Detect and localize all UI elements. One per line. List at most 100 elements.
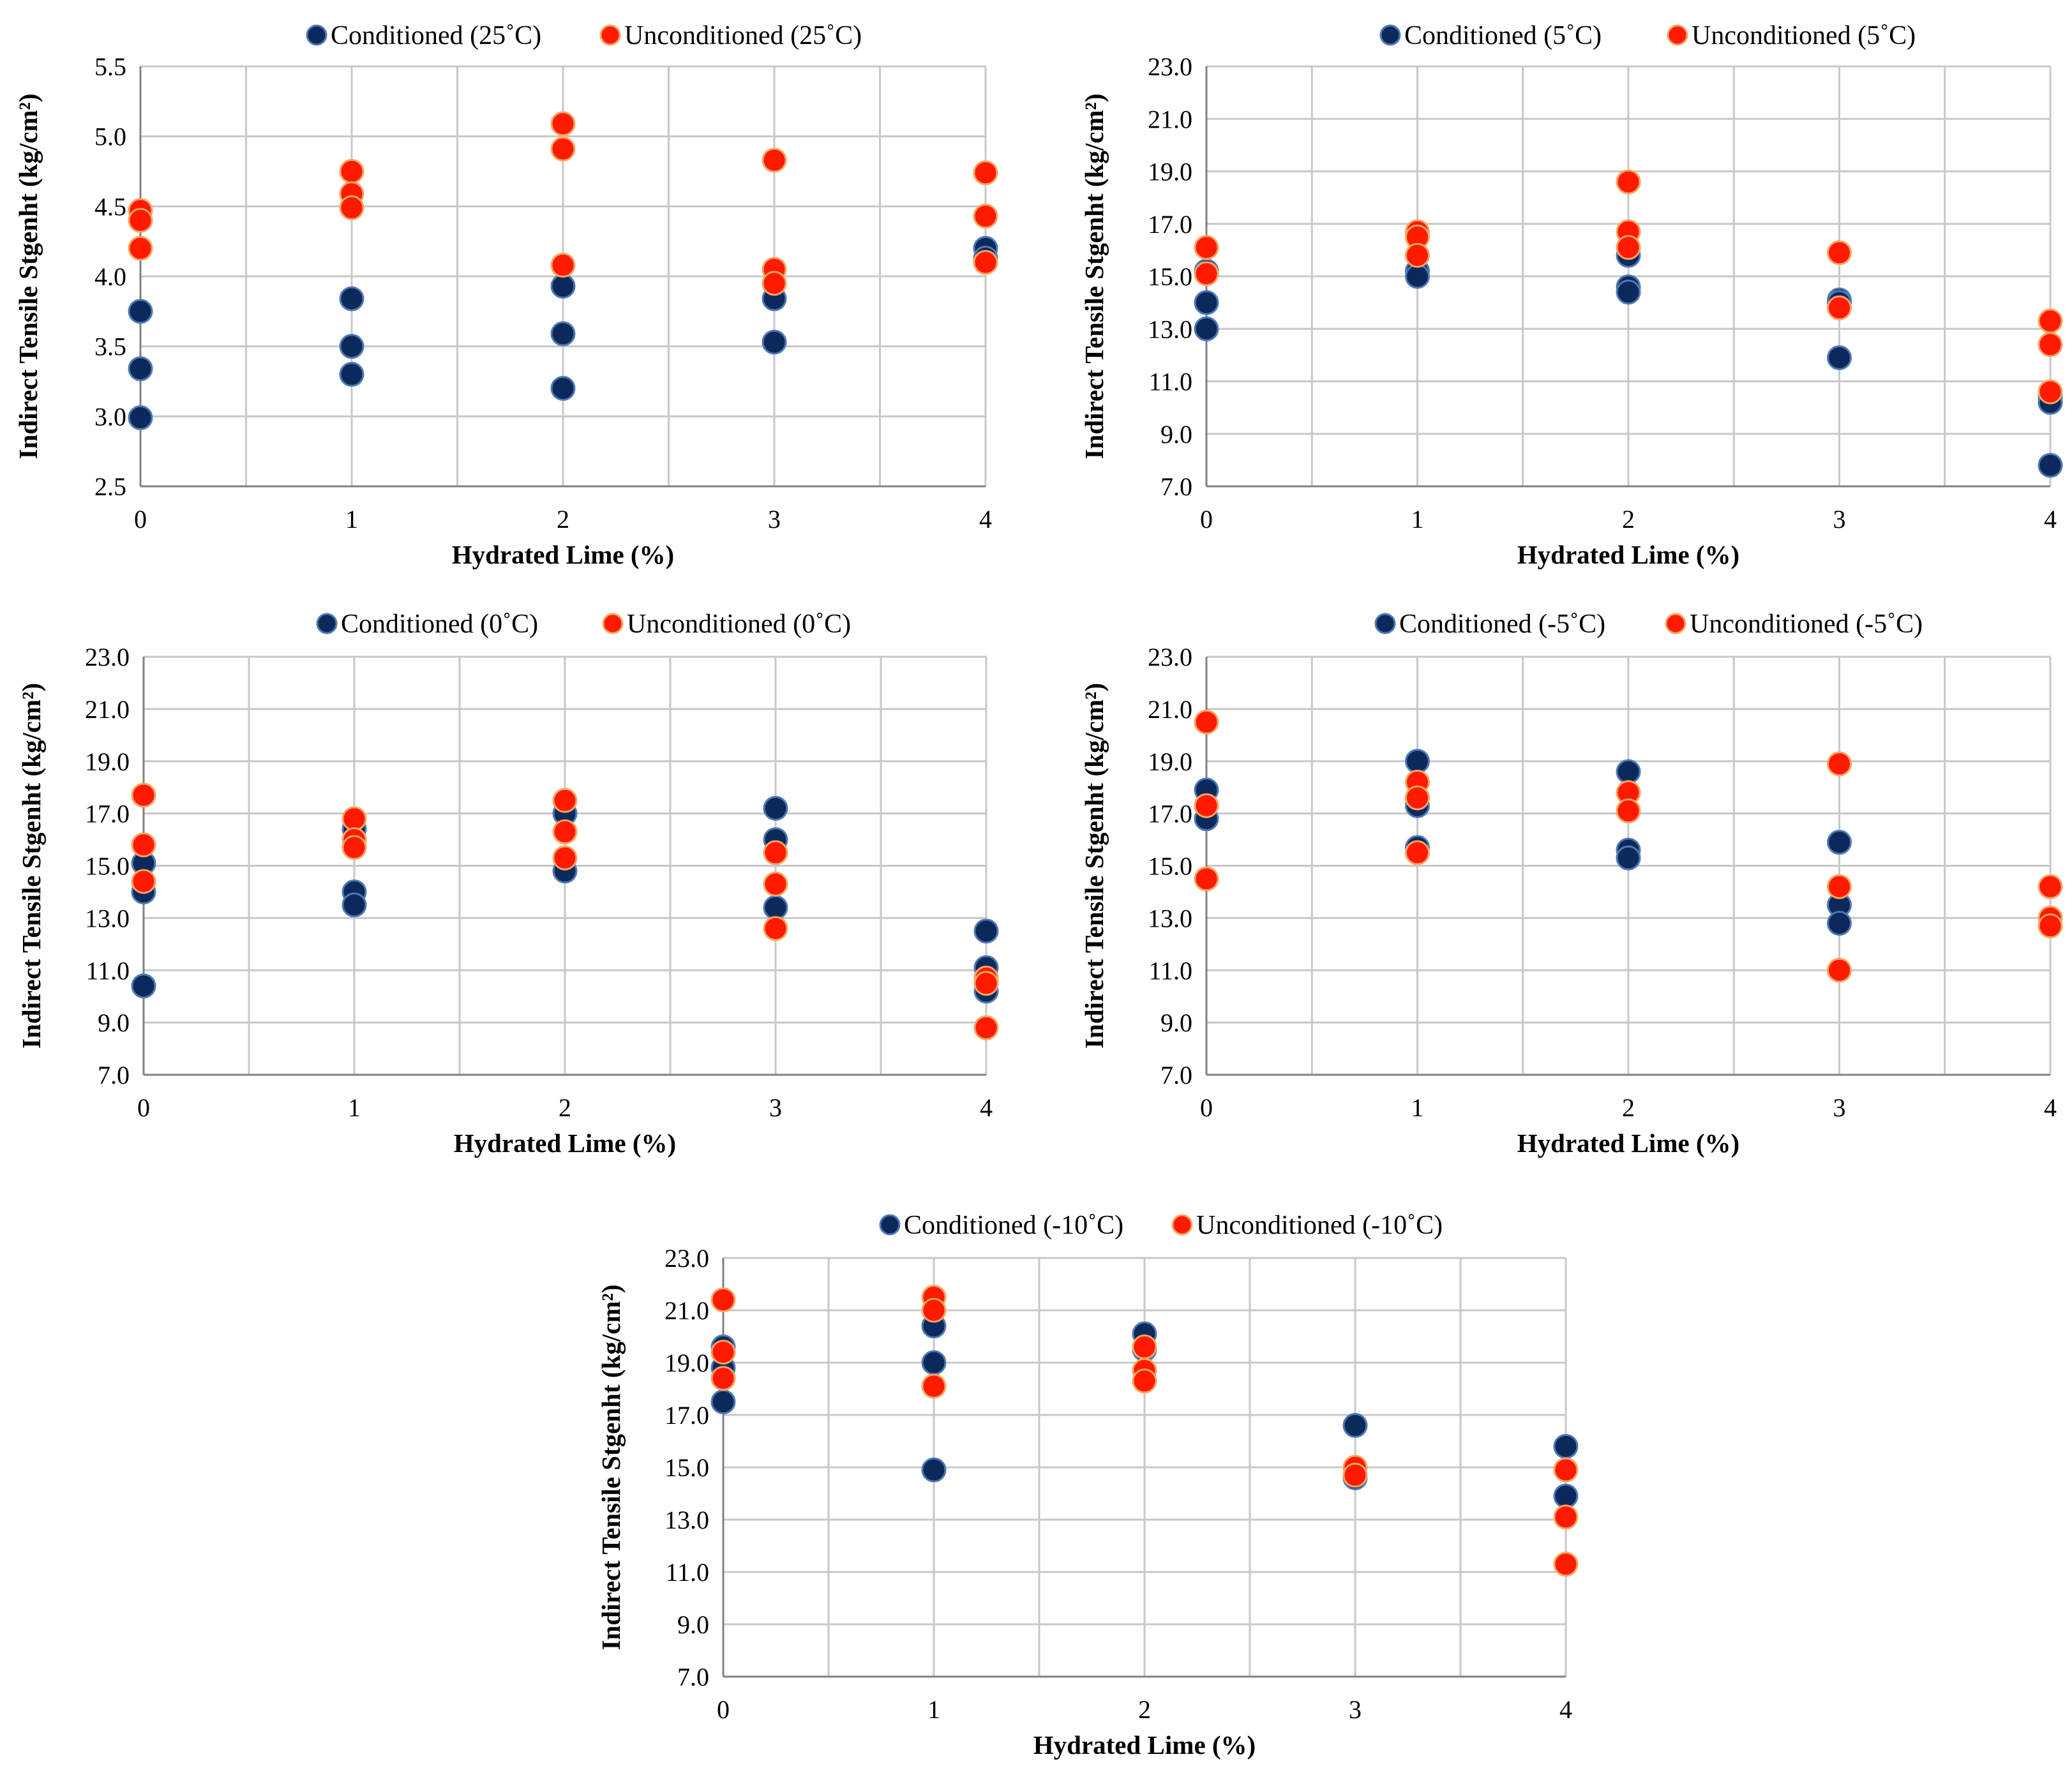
y-axis-title: Indirect Tensile Stgenht (kg/cm²) bbox=[17, 683, 46, 1049]
y-tick-label: 13.0 bbox=[664, 1506, 709, 1534]
chart-panel-5: 7.0 9.0 11.0 13.0 15.0 17.0 19.0 21.0 23.0 0 1 2 3 4 H… bbox=[596, 1211, 1579, 1760]
data-point-unconditioned bbox=[1827, 874, 1852, 899]
y-tick-label: 15.0 bbox=[1148, 262, 1192, 291]
data-point-unconditioned bbox=[131, 782, 156, 808]
y-tick-label: 15.0 bbox=[85, 852, 130, 881]
data-point-conditioned bbox=[710, 1389, 736, 1414]
data-point-unconditioned bbox=[1553, 1552, 1579, 1577]
x-axis-title: Hydrated Lime (%) bbox=[454, 1128, 676, 1158]
data-point-unconditioned bbox=[128, 207, 153, 233]
data-point-conditioned bbox=[128, 405, 153, 431]
legend-label-unconditioned: Unconditioned (-10˚C) bbox=[1196, 1211, 1443, 1240]
data-point-unconditioned bbox=[1616, 235, 1641, 260]
data-point-unconditioned bbox=[339, 159, 364, 184]
x-tick-label: 0 bbox=[137, 1093, 150, 1122]
data-point-unconditioned bbox=[342, 806, 367, 832]
data-point-unconditioned bbox=[1827, 240, 1852, 266]
data-point-conditioned bbox=[339, 286, 364, 311]
data-point-unconditioned bbox=[131, 869, 156, 894]
legend-marker-conditioned bbox=[879, 1214, 901, 1236]
x-tick-label: 0 bbox=[134, 505, 147, 534]
data-point-unconditioned bbox=[1194, 793, 1219, 818]
y-tick-label: 13.0 bbox=[85, 904, 130, 932]
legend-marker-conditioned bbox=[306, 24, 327, 46]
chart-panel-4: 7.0 9.0 11.0 13.0 15.0 17.0 19.0 21.0 23.0 0 1 2 3 4 H… bbox=[1079, 610, 2063, 1158]
data-point-unconditioned bbox=[763, 916, 788, 941]
x-tick-label: 1 bbox=[927, 1695, 940, 1724]
data-point-conditioned bbox=[763, 795, 788, 821]
y-tick-label: 11.0 bbox=[86, 956, 130, 985]
legend-marker-unconditioned bbox=[602, 613, 624, 634]
data-point-conditioned bbox=[128, 356, 153, 382]
data-point-unconditioned bbox=[2038, 379, 2063, 405]
y-tick-label: 19.0 bbox=[664, 1349, 709, 1377]
data-point-unconditioned bbox=[1342, 1462, 1368, 1488]
x-tick-label: 3 bbox=[1833, 505, 1846, 534]
data-point-unconditioned bbox=[550, 136, 576, 161]
y-tick-label: 7.0 bbox=[677, 1663, 709, 1691]
x-tick-label: 2 bbox=[1138, 1695, 1151, 1724]
data-point-unconditioned bbox=[762, 271, 787, 296]
y-tick-label: 23.0 bbox=[85, 643, 130, 671]
y-tick-label: 4.5 bbox=[94, 192, 126, 221]
data-point-conditioned bbox=[1194, 316, 1219, 341]
y-tick-label: 4.0 bbox=[94, 262, 126, 291]
legend-label-unconditioned: Unconditioned (5˚C) bbox=[1692, 21, 1916, 50]
y-tick-label: 7.0 bbox=[1160, 1061, 1192, 1089]
legend-label-unconditioned: Unconditioned (-5˚C) bbox=[1690, 610, 1923, 639]
data-point-conditioned bbox=[342, 892, 367, 918]
x-tick-label: 1 bbox=[348, 1093, 361, 1122]
x-tick-label: 3 bbox=[1349, 1695, 1362, 1724]
x-tick-label: 1 bbox=[1411, 1093, 1424, 1122]
data-point-conditioned bbox=[1616, 280, 1641, 305]
data-point-unconditioned bbox=[1194, 709, 1219, 735]
x-axis-title: Hydrated Lime (%) bbox=[1033, 1730, 1256, 1760]
data-point-conditioned bbox=[1342, 1412, 1368, 1438]
data-point-unconditioned bbox=[710, 1287, 736, 1313]
data-point-unconditioned bbox=[1553, 1504, 1579, 1530]
data-point-conditioned bbox=[1194, 290, 1219, 315]
data-point-conditioned bbox=[339, 334, 364, 359]
y-tick-label: 13.0 bbox=[1148, 315, 1192, 343]
y-axis-title: Indirect Tensile Stgenht (kg/cm²) bbox=[596, 1284, 626, 1650]
y-tick-label: 19.0 bbox=[1148, 158, 1192, 186]
x-tick-label: 0 bbox=[1200, 505, 1213, 534]
x-tick-label: 3 bbox=[769, 1093, 782, 1122]
legend-label-unconditioned: Unconditioned (0˚C) bbox=[627, 610, 851, 639]
data-point-unconditioned bbox=[710, 1366, 736, 1391]
data-point-unconditioned bbox=[710, 1340, 736, 1365]
y-tick-label: 5.5 bbox=[94, 52, 126, 81]
data-point-unconditioned bbox=[1132, 1368, 1157, 1394]
data-point-unconditioned bbox=[973, 1015, 999, 1040]
data-point-unconditioned bbox=[1194, 866, 1219, 892]
data-point-conditioned bbox=[973, 918, 999, 944]
data-point-unconditioned bbox=[128, 236, 153, 261]
y-tick-label: 9.0 bbox=[677, 1610, 709, 1639]
legend-label-unconditioned: Unconditioned (25˚C) bbox=[624, 21, 862, 50]
y-tick-label: 9.0 bbox=[1160, 420, 1192, 449]
data-point-unconditioned bbox=[1616, 798, 1641, 824]
data-point-unconditioned bbox=[2038, 332, 2063, 357]
y-tick-label: 21.0 bbox=[1148, 105, 1192, 133]
data-point-conditioned bbox=[1827, 830, 1852, 855]
y-tick-label: 17.0 bbox=[85, 800, 130, 828]
data-point-conditioned bbox=[550, 273, 576, 299]
y-axis-title: Indirect Tensile Stgenht (kg/cm²) bbox=[13, 93, 43, 459]
x-axis-title: Hydrated Lime (%) bbox=[1517, 540, 1739, 569]
legend-label-conditioned: Conditioned (5˚C) bbox=[1404, 21, 1602, 50]
y-tick-label: 21.0 bbox=[1148, 695, 1192, 724]
data-point-unconditioned bbox=[1194, 235, 1219, 260]
data-point-unconditioned bbox=[921, 1373, 947, 1399]
y-tick-label: 9.0 bbox=[98, 1008, 130, 1037]
data-point-unconditioned bbox=[342, 835, 367, 860]
y-tick-label: 7.0 bbox=[98, 1061, 130, 1089]
y-tick-label: 21.0 bbox=[664, 1296, 709, 1325]
x-tick-label: 4 bbox=[2044, 1093, 2057, 1122]
data-point-unconditioned bbox=[552, 788, 578, 813]
data-point-conditioned bbox=[550, 375, 576, 401]
data-point-unconditioned bbox=[550, 252, 576, 278]
legend-marker-unconditioned bbox=[599, 24, 621, 46]
data-point-unconditioned bbox=[1827, 957, 1852, 983]
x-tick-label: 4 bbox=[979, 505, 992, 534]
data-point-unconditioned bbox=[2038, 874, 2063, 899]
